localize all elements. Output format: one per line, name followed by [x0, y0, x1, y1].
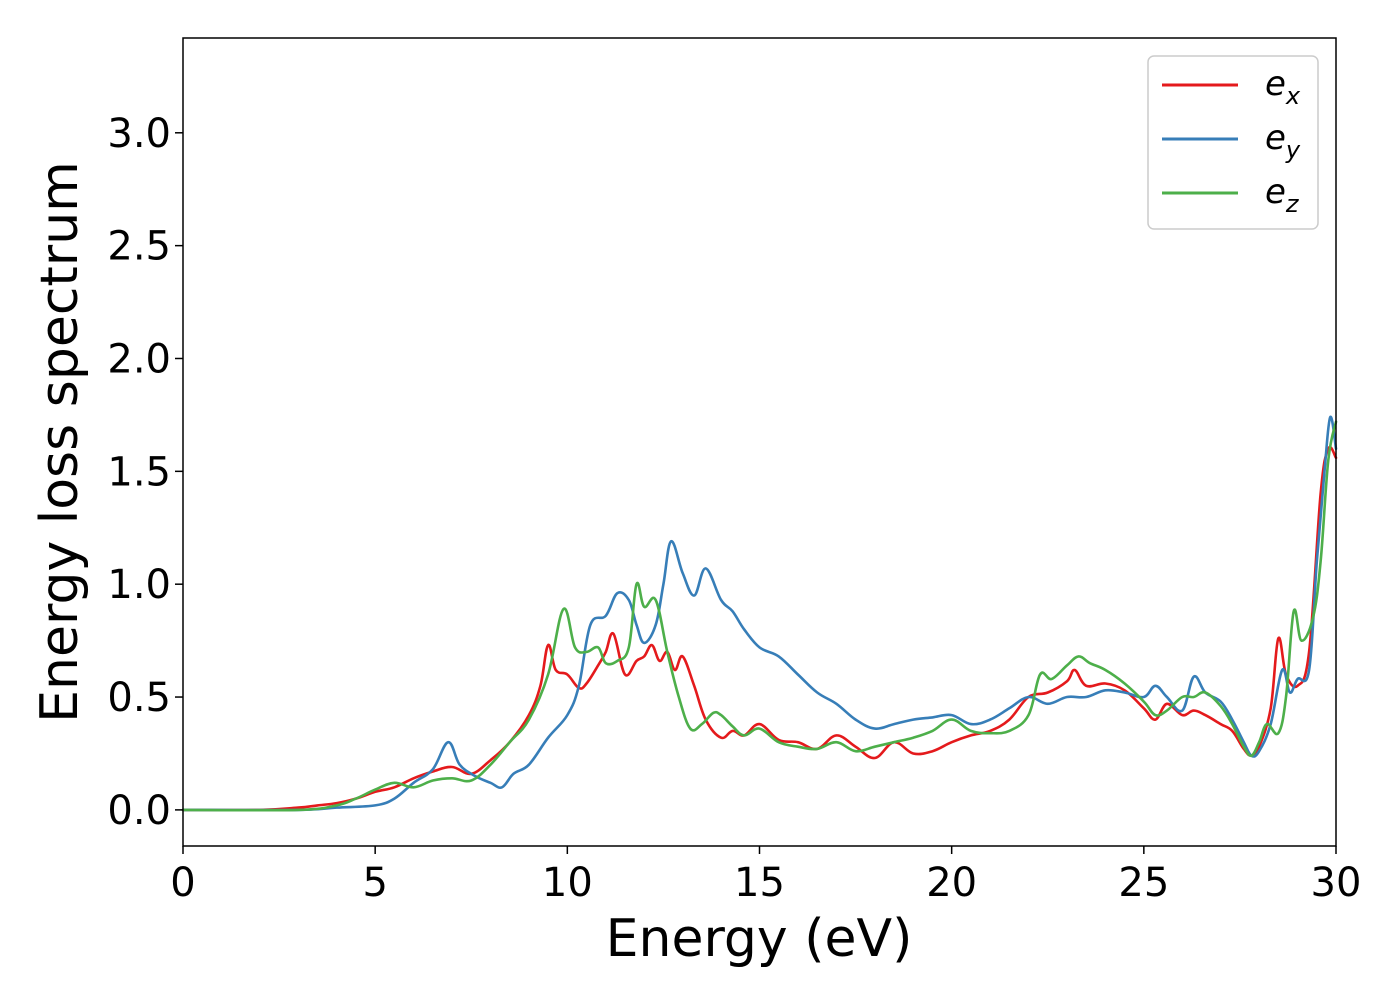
series-line-x [181, 445, 1338, 812]
series-line-z [181, 420, 1338, 812]
legend-box [1147, 55, 1319, 230]
legend-label-base: e [1265, 118, 1286, 158]
y-tick-label: 1.0 [107, 562, 171, 608]
x-axis-label: Energy (eV) [606, 909, 913, 969]
y-tick-label: 3.0 [107, 111, 171, 157]
series-layer [181, 415, 1338, 812]
x-tick-label: 5 [362, 860, 387, 906]
y-axis-label: Energy loss spectrum [30, 161, 90, 723]
x-axis: 0 5 10 15 20 25 30 [170, 846, 1361, 906]
x-tick-label: 0 [170, 860, 195, 906]
legend-label-base: e [1265, 172, 1286, 212]
y-tick-label: 2.5 [107, 224, 171, 270]
x-tick-label: 15 [734, 860, 785, 906]
legend-label-subscript: z [1285, 190, 1300, 218]
y-tick-label: 0.5 [107, 675, 171, 721]
legend-label-subscript: y [1285, 136, 1301, 164]
series-line-y [181, 415, 1338, 812]
legend-label-y: ey [1265, 118, 1301, 164]
legend-label-subscript: x [1285, 82, 1301, 110]
x-tick-label: 20 [926, 860, 977, 906]
y-tick-label: 2.0 [107, 336, 171, 382]
legend-label-z: ez [1265, 172, 1300, 218]
y-tick-label: 0.0 [107, 788, 171, 834]
legend-label-base: e [1265, 64, 1286, 104]
x-tick-label: 10 [542, 860, 593, 906]
y-axis: 0.0 0.5 1.0 1.5 2.0 2.5 3.0 [107, 111, 183, 834]
y-tick-label: 1.5 [107, 449, 171, 495]
legend-label-x: ex [1265, 64, 1301, 110]
x-tick-label: 30 [1311, 860, 1362, 906]
x-tick-label: 25 [1118, 860, 1169, 906]
